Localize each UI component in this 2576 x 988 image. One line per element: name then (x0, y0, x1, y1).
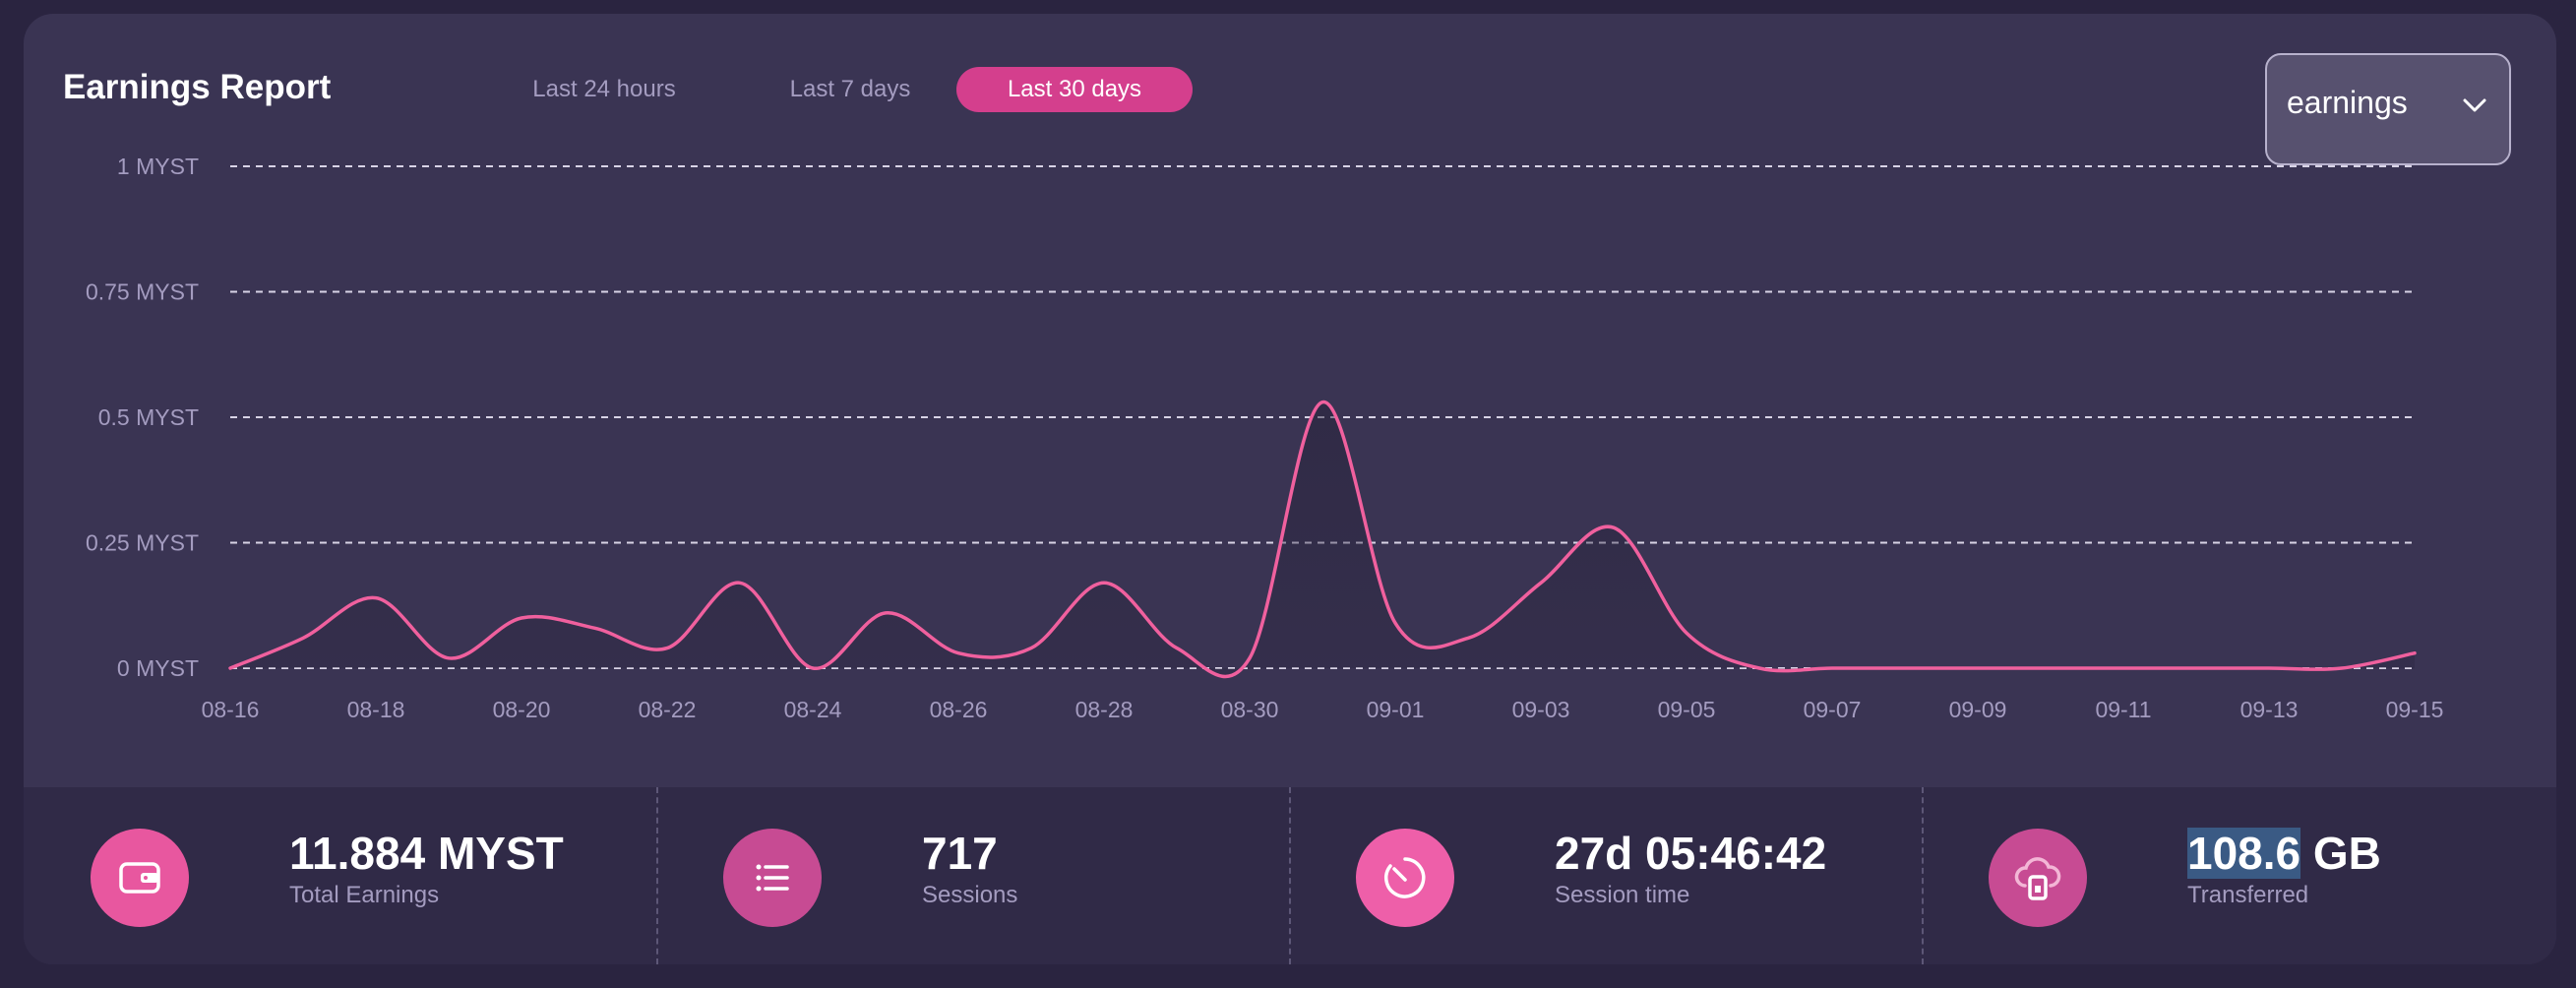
timer-icon (1384, 857, 1426, 898)
stat-divider (656, 787, 658, 964)
earnings-report-card: Earnings Report Last 24 hours Last 7 day… (24, 14, 2556, 964)
earnings-series-line (228, 400, 2417, 679)
x-tick-label: 09-11 (2095, 697, 2151, 722)
stat-sessions: 717 Sessions (656, 787, 1289, 964)
tab-last-24-hours[interactable]: Last 24 hours (532, 76, 676, 102)
x-tick-label: 09-05 (1658, 697, 1716, 722)
x-tick-label: 09-15 (2386, 697, 2444, 722)
x-tick-label: 08-30 (1221, 697, 1279, 722)
metric-dropdown[interactable]: earnings (2265, 53, 2511, 165)
x-tick-label: 08-18 (347, 697, 405, 722)
x-tick-label: 09-09 (1949, 697, 2007, 722)
sessions-label: Sessions (922, 882, 1018, 908)
x-tick-label: 08-26 (930, 697, 988, 722)
stat-divider (1289, 787, 1291, 964)
x-tick-label: 09-03 (1512, 697, 1570, 722)
cloud-lock-icon-badge (1989, 829, 2087, 927)
stat-total-earnings: 11.884 MYST Total Earnings (24, 787, 656, 964)
total-earnings-label: Total Earnings (289, 882, 440, 908)
page-title: Earnings Report (63, 68, 332, 106)
transferred-value-number: 108.6 (2187, 828, 2301, 879)
wallet-icon (119, 862, 160, 894)
cloud-lock-icon (2014, 857, 2061, 900)
y-tick-label: 0 MYST (117, 655, 199, 681)
transferred-value: 108.6 GB (2187, 827, 2381, 880)
y-tick-label: 0.75 MYST (86, 279, 199, 305)
x-tick-label: 09-13 (2240, 697, 2299, 722)
x-tick-label: 09-07 (1804, 697, 1862, 722)
total-earnings-value: 11.884 MYST (289, 828, 564, 879)
earnings-area (230, 401, 2415, 677)
y-tick-label: 0.5 MYST (98, 404, 199, 430)
stats-bar: 11.884 MYST Total Earnings 717 Sessions (24, 787, 2556, 964)
wallet-icon-badge (91, 829, 189, 927)
stat-session-time: 27d 05:46:42 Session time (1289, 787, 1922, 964)
transferred-label: Transferred (2187, 882, 2309, 908)
tab-last-7-days[interactable]: Last 7 days (789, 76, 911, 102)
timer-icon-badge (1356, 829, 1454, 927)
x-tick-label: 08-22 (639, 697, 697, 722)
y-tick-label: 0.25 MYST (86, 530, 199, 556)
transferred-value-unit: GB (2300, 828, 2381, 879)
list-icon (756, 864, 789, 892)
earnings-chart: 0 MYST 0.25 MYST 0.5 MYST 0.75 MYST 1 MYST 0… (86, 154, 2444, 722)
x-tick-label: 08-28 (1075, 697, 1134, 722)
stat-transferred: 108.6 GB Transferred (1922, 787, 2554, 964)
tab-last-30-days[interactable]: Last 30 days (956, 67, 1193, 112)
x-tick-label: 09-01 (1367, 697, 1425, 722)
list-icon-badge (723, 829, 822, 927)
x-tick-label: 08-24 (784, 697, 842, 722)
metric-dropdown-value: earnings (2287, 85, 2408, 120)
session-time-label: Session time (1555, 882, 1690, 908)
x-tick-label: 08-16 (202, 697, 260, 722)
chevron-down-icon (2463, 98, 2486, 112)
x-tick-label: 08-20 (493, 697, 551, 722)
sessions-value: 717 (922, 828, 998, 879)
stat-divider (1922, 787, 1924, 964)
y-tick-label: 1 MYST (117, 154, 199, 179)
session-time-value: 27d 05:46:42 (1555, 828, 1827, 879)
